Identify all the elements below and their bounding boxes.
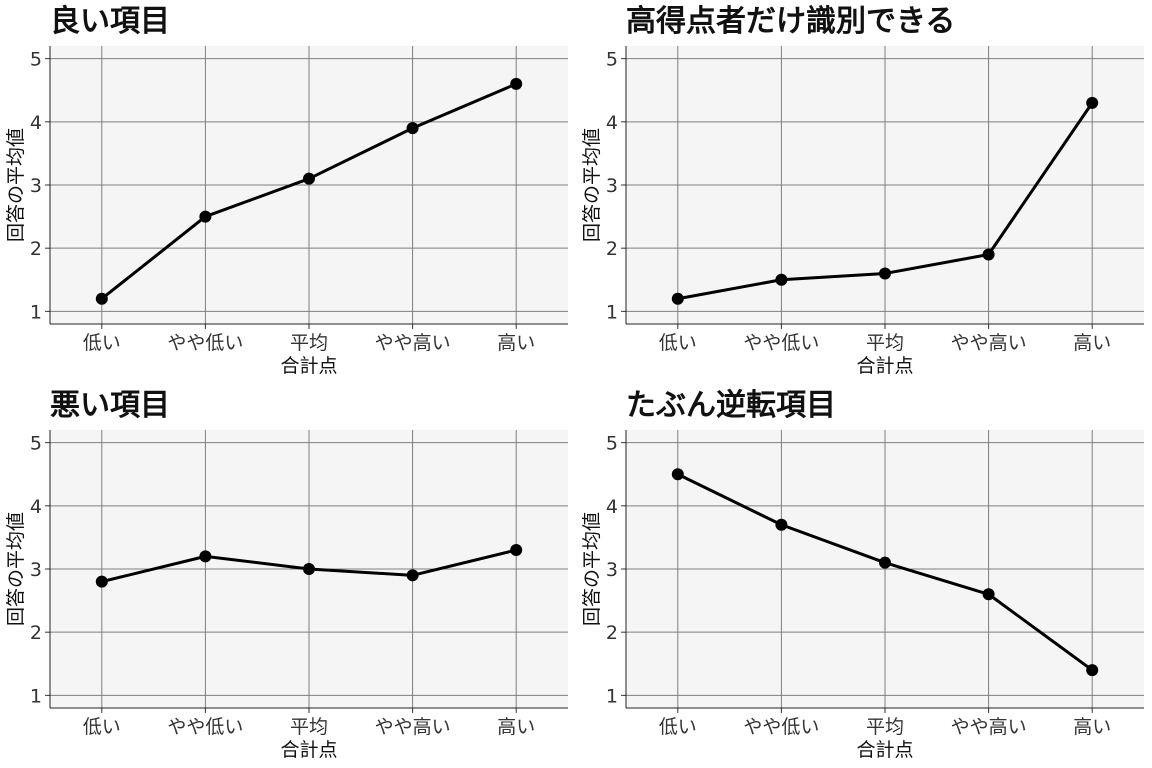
y-tick-label: 3 [606,175,618,197]
y-tick-label: 5 [30,433,42,455]
y-tick-label: 2 [606,238,618,260]
data-point [406,122,419,135]
y-tick-label: 3 [606,559,618,581]
data-point [1086,96,1099,109]
y-axis-title: 回答の平均値 [581,128,603,242]
data-point [775,518,788,531]
chart-title: 高得点者だけ識別できる [626,4,956,39]
x-tick-label: やや低い [167,716,243,738]
y-tick-label: 5 [30,49,42,71]
x-tick-label: 高い [497,332,535,354]
x-tick-label: やや高い [951,332,1027,354]
x-tick-label: やや高い [375,716,451,738]
y-tick-label: 2 [606,622,618,644]
data-point [95,575,108,588]
data-point [775,273,788,286]
x-tick-label: やや高い [951,716,1027,738]
x-tick-label: やや低い [743,716,819,738]
data-point [879,267,891,280]
chart-title: 良い項目 [50,4,170,39]
x-tick-label: 低い [659,332,697,354]
data-point [510,77,523,90]
y-tick-label: 3 [30,175,42,197]
y-tick-label: 5 [606,433,618,455]
chart-title: たぶん逆転項目 [626,388,836,423]
data-point [510,544,523,557]
y-tick-label: 5 [606,49,618,71]
data-point [982,248,995,261]
y-tick-label: 1 [606,685,618,707]
x-axis-title: 合計点 [280,355,337,377]
y-tick-label: 2 [30,238,42,260]
y-axis-title: 回答の平均値 [5,512,27,626]
data-point [879,556,891,569]
y-tick-label: 1 [30,685,42,707]
chart-panel: たぶん逆転項目 1 2 3 4 5 低い やや低い 平均 やや高い 高い合計点 回答の平均値 [576,384,1152,768]
data-point [199,210,212,223]
x-tick-label: 平均 [290,332,328,354]
x-axis-title: 合計点 [856,355,913,377]
data-point [95,292,108,305]
chart-panel: 悪い項目 1 2 3 4 5 低い やや低い 平均 やや高い 高い合計点 回答の平均値 [0,384,576,768]
x-tick-label: 低い [83,332,121,354]
chart-title: 悪い項目 [50,388,170,423]
x-tick-label: 低い [83,716,121,738]
y-tick-label: 1 [606,301,618,323]
data-point [982,588,995,601]
data-point [303,172,315,185]
y-tick-label: 2 [30,622,42,644]
x-tick-label: やや高い [375,332,451,354]
y-tick-label: 3 [30,559,42,581]
data-point [671,292,684,305]
y-tick-label: 4 [30,112,42,134]
chart-panel: 高得点者だけ識別できる 1 2 3 4 5 低い やや低い 平均 やや高い 高い合計点 回答の平均値 [576,0,1152,384]
x-tick-label: やや低い [743,332,819,354]
x-axis-title: 合計点 [280,739,337,761]
x-tick-label: 高い [1073,332,1111,354]
y-tick-label: 4 [606,496,618,518]
data-point [406,569,419,582]
x-tick-label: 低い [659,716,697,738]
data-point [199,550,212,563]
x-axis-title: 合計点 [856,739,913,761]
x-tick-label: 平均 [866,332,904,354]
y-tick-label: 4 [606,112,618,134]
x-tick-label: 高い [1073,716,1111,738]
y-tick-label: 4 [30,496,42,518]
y-axis-title: 回答の平均値 [5,128,27,242]
y-tick-label: 1 [30,301,42,323]
data-point [303,563,315,575]
x-tick-label: やや低い [167,332,243,354]
data-point [1086,664,1099,677]
y-axis-title: 回答の平均値 [581,512,603,626]
x-tick-label: 平均 [290,716,328,738]
chart-panel: 良い項目 1 2 3 4 5 低い やや低い 平均 やや高い 高い合計点 回答の平均値 [0,0,576,384]
x-tick-label: 平均 [866,716,904,738]
x-tick-label: 高い [497,716,535,738]
data-point [671,468,684,481]
